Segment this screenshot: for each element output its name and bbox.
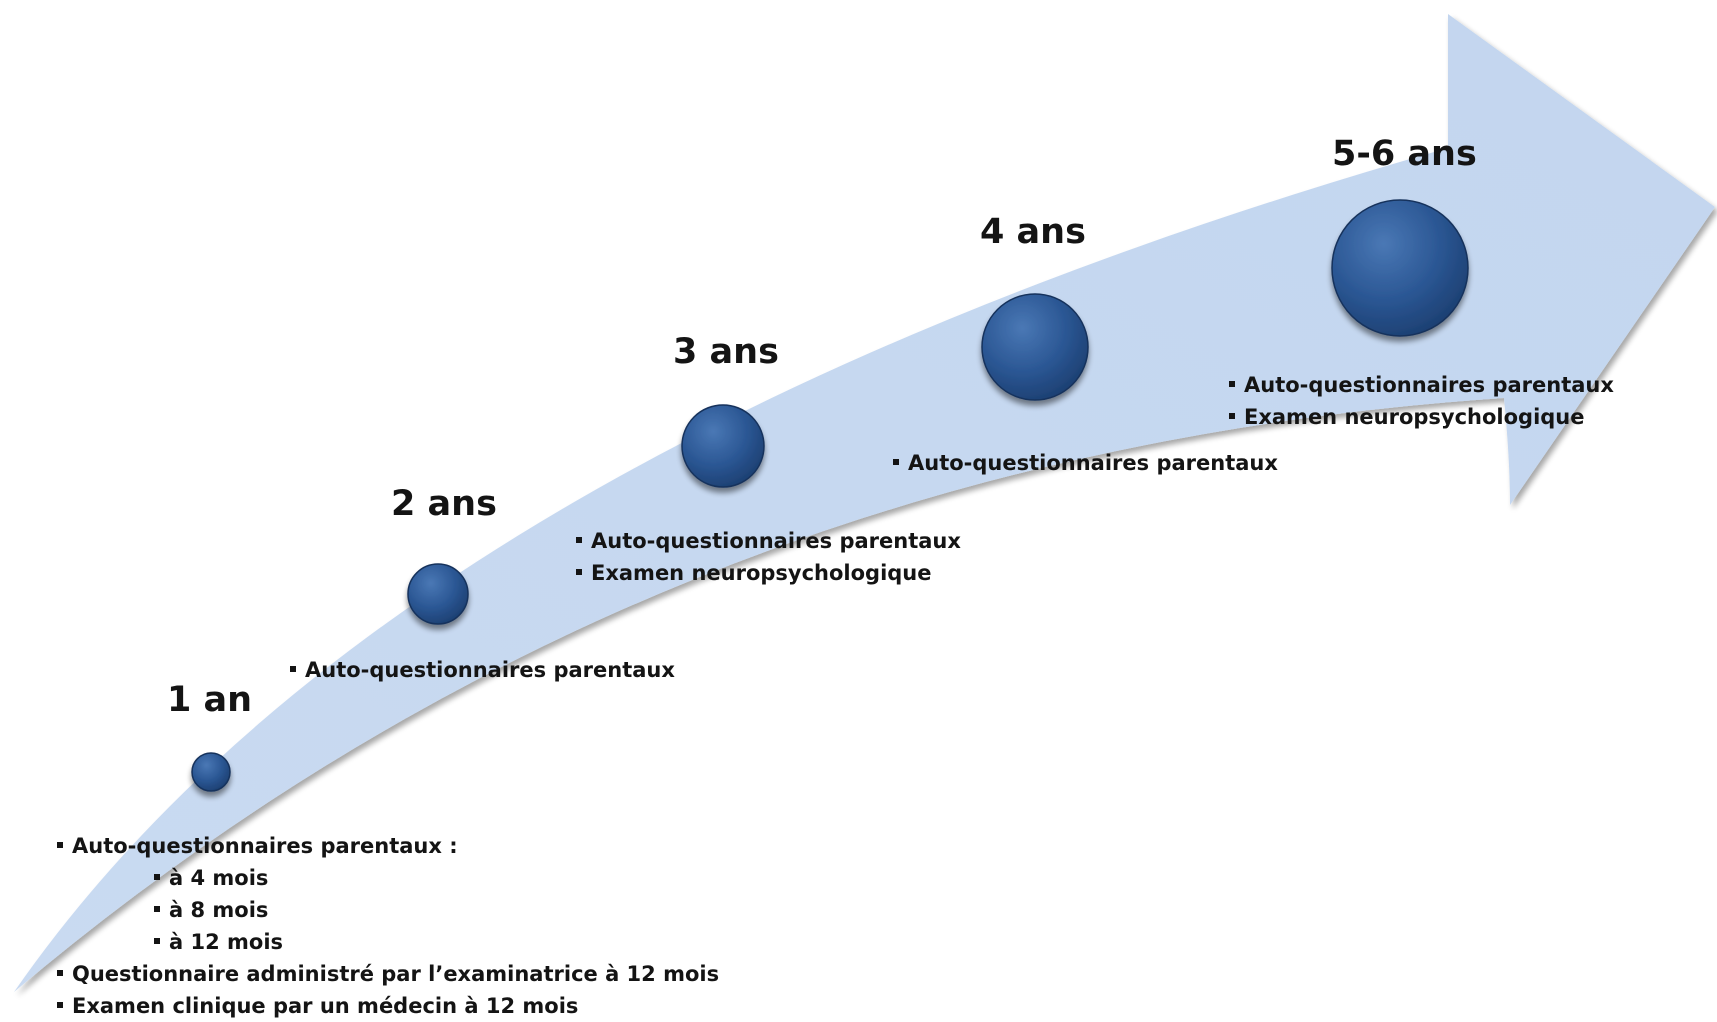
milestone-3ans [681, 404, 765, 488]
stage-title-2ans: 2 ans [391, 484, 497, 524]
milestone-4ans [981, 293, 1089, 401]
milestone-5-6ans [1331, 199, 1469, 337]
list-item: Auto-questionnaires parentaux [574, 525, 961, 557]
stage-2ans-list: Auto-questionnaires parentaux [288, 654, 675, 686]
stage-4ans-list: Auto-questionnaires parentaux [891, 447, 1278, 479]
stage-1an-list: Auto-questionnaires parentaux : à 4 mois… [55, 830, 719, 1022]
stage-title-4ans: 4 ans [980, 212, 1086, 252]
timeline-arrow [14, 14, 1715, 992]
milestone-1an [191, 752, 231, 792]
list-item: Questionnaire administré par l’examinatr… [55, 958, 719, 990]
sub-list: à 4 mois à 8 mois à 12 mois [72, 862, 719, 958]
sub-list-item: à 12 mois [152, 926, 719, 958]
stage-title-5-6ans: 5-6 ans [1332, 134, 1477, 174]
list-item: Auto-questionnaires parentaux [288, 654, 675, 686]
list-item: Examen neuropsychologique [574, 557, 961, 589]
stage-3ans-list: Auto-questionnaires parentaux Examen neu… [574, 525, 961, 589]
list-item: Auto-questionnaires parentaux [891, 447, 1278, 479]
list-item: Auto-questionnaires parentaux : à 4 mois… [55, 830, 719, 958]
sub-list-item: à 4 mois [152, 862, 719, 894]
sub-list-item: à 8 mois [152, 894, 719, 926]
list-item: Examen neuropsychologique [1227, 401, 1614, 433]
list-item: Auto-questionnaires parentaux [1227, 369, 1614, 401]
list-item: Examen clinique par un médecin à 12 mois [55, 990, 719, 1022]
milestone-2ans [407, 563, 469, 625]
stage-title-3ans: 3 ans [673, 332, 779, 372]
stage-title-1an: 1 an [167, 680, 253, 720]
stage-5-6ans-list: Auto-questionnaires parentaux Examen neu… [1227, 369, 1614, 433]
